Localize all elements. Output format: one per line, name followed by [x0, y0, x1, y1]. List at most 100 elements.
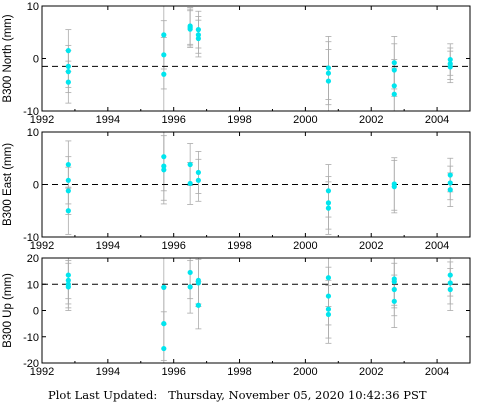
data-point	[325, 78, 332, 84]
y-tick-label: 10	[27, 279, 39, 291]
x-tick-label: 1996	[161, 366, 185, 378]
y-axis-label: B300 East (mm)	[2, 143, 14, 226]
x-tick-label: 1998	[227, 366, 251, 378]
data-point	[447, 64, 453, 70]
y-tick-label: 20	[27, 253, 39, 265]
data-point	[391, 286, 397, 293]
data-point	[325, 70, 332, 76]
x-tick-label: 2004	[425, 240, 449, 252]
data-point	[447, 280, 453, 286]
data-point	[447, 187, 453, 193]
x-tick-label: 1994	[96, 114, 120, 126]
footer-timestamp: Thursday, November 05, 2020 10:42:36 PST	[168, 388, 427, 402]
x-tick-label: 2002	[359, 114, 383, 126]
data-point	[391, 67, 397, 73]
x-tick-label: 2002	[359, 366, 383, 378]
data-point	[161, 32, 167, 38]
data-point	[447, 56, 453, 63]
x-tick-label: 1996	[161, 240, 185, 252]
plot-frame	[41, 257, 471, 364]
data-point	[65, 272, 71, 278]
y-tick-label: 0	[33, 54, 39, 66]
x-tick-label: 1996	[161, 114, 185, 126]
plot-updated-footer: Plot Last Updated: Thursday, November 05…	[48, 388, 427, 402]
data-point	[187, 269, 193, 276]
data-point	[447, 172, 453, 178]
x-tick-label: 1998	[227, 114, 251, 126]
data-point	[391, 91, 397, 97]
data-point	[65, 177, 71, 183]
data-point	[325, 306, 332, 312]
data-point	[65, 63, 71, 69]
data-point	[195, 32, 201, 38]
x-tick-label: 2000	[293, 114, 317, 126]
data-point	[391, 298, 397, 304]
y-tick-label: -10	[23, 232, 39, 244]
y-axis-label: B300 North (mm)	[2, 14, 14, 102]
y-tick-label: -10	[23, 332, 39, 344]
data-point	[65, 277, 71, 283]
data-point	[195, 35, 201, 42]
data-point	[195, 280, 201, 286]
data-point	[195, 169, 201, 176]
data-point	[187, 161, 193, 168]
x-tick-label: 1992	[30, 114, 54, 126]
footer-label: Plot Last Updated:	[48, 388, 158, 402]
data-point	[325, 205, 332, 211]
data-point	[161, 154, 167, 160]
plot-frame	[41, 5, 471, 112]
data-point	[325, 275, 332, 281]
x-tick-label: 2004	[425, 114, 449, 126]
x-tick-label: 1992	[30, 240, 54, 252]
y-tick-label: -10	[23, 106, 39, 118]
data-point	[447, 180, 453, 186]
x-tick-label: 2000	[293, 366, 317, 378]
data-point	[325, 188, 332, 194]
data-point	[161, 71, 167, 77]
data-point	[447, 286, 453, 293]
data-point	[161, 345, 167, 352]
data-point	[391, 60, 397, 66]
data-point	[325, 293, 332, 299]
data-point	[65, 48, 71, 54]
data-point	[65, 69, 71, 75]
data-point	[65, 188, 71, 194]
data-point	[161, 52, 167, 58]
data-point	[187, 180, 193, 187]
y-tick-label: 10	[27, 1, 39, 13]
data-point	[65, 161, 71, 168]
x-tick-label: 2002	[359, 240, 383, 252]
data-point	[447, 272, 453, 278]
y-tick-label: 10	[27, 127, 39, 139]
data-point	[161, 321, 167, 327]
data-point	[187, 26, 193, 32]
x-tick-label: 2000	[293, 240, 317, 252]
data-point	[65, 284, 71, 290]
chart-panel-1: 1992 1994 1996 1998 2000 2002 2004 -10 0 10 B300 N…	[2, 1, 471, 126]
data-point	[161, 167, 167, 173]
y-tick-label: 0	[33, 306, 39, 318]
data-point	[161, 163, 167, 169]
y-tick-label: -20	[23, 358, 39, 370]
data-point	[391, 83, 397, 89]
data-point	[195, 177, 201, 183]
chart-panel-2: 1992 1994 1996 1998 2000 2002 2004 -10 0 10 B300 E…	[2, 127, 471, 252]
x-tick-label: 1994	[96, 240, 120, 252]
chart-panel-3: 1992 1994 1996 1998 2000 2002 2004 -20 -10 0 10 20 B…	[2, 253, 471, 378]
y-tick-label: 0	[33, 180, 39, 192]
data-point	[325, 65, 332, 71]
data-point	[65, 208, 71, 214]
data-point	[325, 200, 332, 206]
y-axis-label: B300 Up (mm)	[2, 273, 14, 348]
x-tick-label: 1994	[96, 366, 120, 378]
data-point	[161, 284, 167, 290]
data-point	[391, 184, 397, 190]
x-tick-label: 2004	[425, 366, 449, 378]
data-point	[325, 311, 332, 318]
data-point	[65, 79, 71, 85]
x-tick-label: 1998	[227, 240, 251, 252]
data-point	[195, 302, 201, 308]
data-point	[195, 27, 201, 33]
data-point	[187, 284, 193, 290]
